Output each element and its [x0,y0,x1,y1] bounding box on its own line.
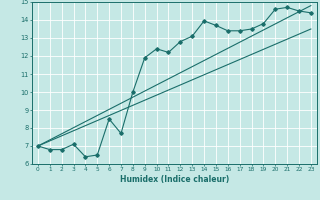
X-axis label: Humidex (Indice chaleur): Humidex (Indice chaleur) [120,175,229,184]
